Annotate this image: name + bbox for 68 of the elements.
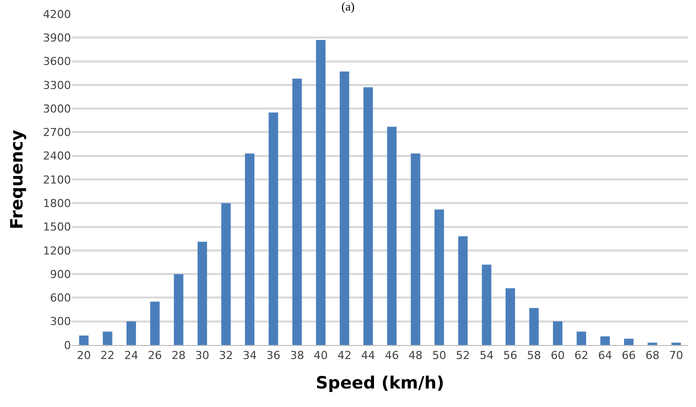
x-tick-label: 26 — [148, 349, 162, 362]
y-axis-title: Frequency — [8, 130, 28, 230]
bar — [174, 274, 184, 345]
x-tick-label: 60 — [550, 349, 565, 362]
x-tick-label: 24 — [124, 349, 138, 362]
x-tick-label: 42 — [337, 349, 352, 362]
bar — [221, 203, 231, 345]
x-tick-label: 46 — [384, 349, 399, 362]
x-tick-label: 38 — [290, 349, 304, 362]
y-tick-label: 0 — [64, 338, 71, 352]
bar — [340, 72, 350, 345]
x-tick-label: 48 — [408, 349, 423, 362]
chart-title: (a) — [341, 0, 355, 14]
x-tick-label: 66 — [622, 349, 636, 362]
y-tick-label: 3000 — [43, 102, 71, 116]
x-tick-label: 28 — [172, 349, 186, 362]
y-tick-label: 2700 — [43, 126, 71, 140]
bar — [150, 302, 160, 345]
bar — [268, 112, 278, 345]
bar — [316, 40, 326, 345]
x-axis-title: Speed (km/h) — [316, 374, 444, 394]
y-tick-label: 4200 — [43, 8, 71, 21]
y-tick-label: 1800 — [43, 196, 71, 210]
bar — [387, 126, 397, 345]
y-tick-label: 300 — [50, 315, 71, 328]
x-tick-label: 52 — [456, 349, 470, 362]
x-tick-label: 50 — [432, 349, 446, 362]
x-tick-label: 40 — [314, 349, 328, 362]
bar — [198, 242, 208, 345]
y-tick-label: 2400 — [43, 150, 71, 163]
y-tick-label: 600 — [50, 292, 71, 305]
x-tick-label: 36 — [266, 349, 280, 362]
bar — [576, 332, 586, 345]
x-tick-label: 44 — [361, 349, 376, 362]
bar — [434, 209, 444, 345]
x-tick-label: 34 — [242, 349, 257, 362]
bar — [410, 153, 420, 345]
x-tick-label: 32 — [219, 349, 233, 362]
y-tick-label: 2100 — [43, 173, 71, 186]
bar — [363, 87, 373, 345]
y-tick-label: 3600 — [43, 55, 71, 68]
bar — [529, 308, 539, 345]
y-tick-label: 3300 — [43, 78, 71, 92]
y-tick-label: 1500 — [43, 220, 71, 234]
y-tick-label: 900 — [50, 268, 71, 281]
bar — [102, 332, 112, 345]
x-tick-label: 70 — [669, 349, 684, 362]
x-tick-label: 58 — [527, 349, 541, 362]
bar — [624, 338, 634, 345]
x-tick-label: 20 — [76, 349, 91, 362]
x-tick-label: 22 — [100, 349, 115, 362]
bar — [600, 336, 610, 345]
x-tick-label: 56 — [503, 349, 518, 362]
x-tick-label: 68 — [645, 349, 660, 362]
bar — [552, 321, 562, 345]
bar — [126, 321, 136, 345]
y-tick-label: 1200 — [43, 244, 71, 258]
bar — [482, 264, 492, 345]
bar — [79, 336, 89, 345]
x-tick-label: 30 — [195, 349, 210, 362]
bar — [458, 236, 468, 345]
bar — [506, 288, 516, 345]
x-tick-label: 64 — [598, 349, 612, 362]
bar — [292, 78, 302, 345]
x-tick-label: 54 — [480, 349, 494, 362]
bar — [244, 153, 254, 345]
x-tick-label: 62 — [574, 349, 588, 362]
y-tick-label: 3900 — [43, 31, 71, 44]
